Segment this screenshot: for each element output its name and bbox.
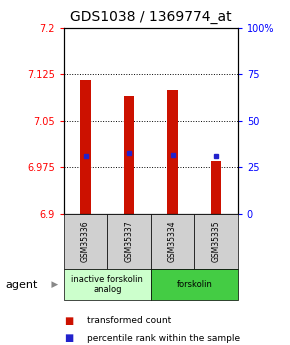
Bar	[167, 90, 178, 214]
Text: ■: ■	[64, 316, 73, 326]
Text: transformed count: transformed count	[87, 316, 171, 325]
Text: forskolin: forskolin	[176, 280, 212, 289]
Bar	[124, 96, 135, 214]
Text: percentile rank within the sample: percentile rank within the sample	[87, 334, 240, 343]
Text: GSM35335: GSM35335	[211, 221, 221, 262]
Bar	[211, 161, 222, 214]
Text: GSM35337: GSM35337	[124, 221, 134, 262]
Text: GDS1038 / 1369774_at: GDS1038 / 1369774_at	[70, 10, 232, 24]
Text: inactive forskolin
analog: inactive forskolin analog	[71, 275, 143, 294]
Bar	[80, 80, 91, 214]
Text: GSM35334: GSM35334	[168, 221, 177, 262]
Text: ■: ■	[64, 333, 73, 343]
Text: GSM35336: GSM35336	[81, 221, 90, 262]
Text: agent: agent	[6, 280, 38, 289]
